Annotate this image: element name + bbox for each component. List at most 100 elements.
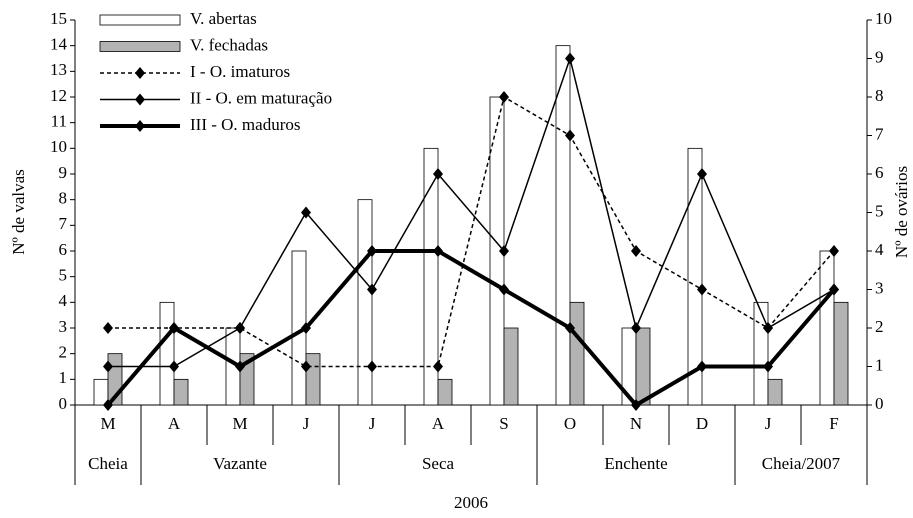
bar [753,301,769,406]
y2-tick-label: 0 [875,394,884,413]
marker [235,322,245,334]
x-tick-label: M [100,414,115,433]
marker [103,360,113,373]
bar [635,327,651,406]
marker [367,283,377,296]
group-label: Cheia/2007 [762,454,841,473]
bar [555,45,571,406]
bar [767,378,783,406]
y2-tick-label: 4 [875,240,884,259]
marker [565,129,575,142]
group-label: Seca [422,454,455,473]
bar [437,378,453,406]
x-tick-label: N [630,414,642,433]
bar [503,327,519,406]
legend-label: V. abertas [190,9,257,28]
bar [569,301,585,406]
group-label: Enchente [604,454,667,473]
marker [433,245,443,257]
x-tick-label: J [765,414,772,433]
marker [499,283,509,296]
marker [301,322,311,334]
marker [829,245,839,257]
bar [93,378,109,406]
y-tick-label: 0 [59,394,68,413]
y-tick-label: 11 [51,112,67,131]
marker [697,168,707,180]
bar [687,147,703,406]
legend-label: V. fechadas [190,35,268,54]
marker [169,322,179,334]
y2-tick-label: 1 [875,355,884,374]
bar [305,353,321,406]
y-tick-label: 10 [50,137,67,156]
y-tick-label: 14 [50,35,68,54]
marker [301,206,311,219]
marker [433,360,443,373]
legend-marker [135,93,145,106]
x-tick-label: J [303,414,310,433]
marker [103,322,113,334]
x-tick-label: A [168,414,181,433]
marker [565,322,575,334]
x-tick-label: M [232,414,247,433]
marker [631,399,641,411]
group-label: Cheia [88,454,128,473]
line [106,249,836,408]
line [108,55,835,368]
legend-label: II - O. em maturação [190,88,332,107]
y2-tick-label: 10 [875,9,892,28]
y-axis-label: Nº de valvas [9,169,28,255]
y2-tick-label: 5 [875,201,884,220]
y2-tick-label: 2 [875,317,884,336]
marker [565,52,575,65]
y-tick-label: 5 [59,266,68,285]
x-tick-label: O [564,414,576,433]
y2-tick-label: 3 [875,278,884,297]
marker [301,360,311,373]
y2-tick-label: 7 [875,124,884,143]
y-tick-label: 13 [50,60,67,79]
y-tick-label: 12 [50,86,67,105]
bar [357,199,373,406]
marker [367,360,377,373]
line [108,95,835,368]
legend-marker [135,120,145,132]
marker [367,245,377,257]
marker [631,322,641,334]
y2-tick-label: 8 [875,86,884,105]
y-tick-label: 7 [59,214,68,233]
x-tick-label: J [369,414,376,433]
x-tick-label: D [696,414,708,433]
bar [833,301,849,406]
y-tick-label: 3 [59,317,68,336]
group-label: Vazante [213,454,267,473]
marker [763,360,773,373]
x-axis-label: 2006 [454,493,488,512]
marker [829,283,839,296]
bar [423,147,439,406]
legend-label: III - O. maduros [190,115,300,134]
y-tick-label: 6 [59,240,68,259]
marker [697,283,707,296]
marker [499,245,509,257]
x-tick-label: F [829,414,838,433]
marker [697,360,707,373]
legend-label: I - O. imaturos [190,62,290,81]
bar [173,378,189,406]
y2-axis-label: Nº de ovários [892,166,911,258]
marker [499,91,509,103]
legend-swatch [99,41,181,52]
y-tick-label: 8 [59,189,68,208]
marker [103,399,113,411]
x-tick-label: A [432,414,445,433]
legend-marker [135,67,145,79]
y2-tick-label: 6 [875,163,884,182]
marker [169,360,179,373]
y-tick-label: 15 [50,9,67,28]
y-tick-label: 9 [59,163,68,182]
marker [235,360,245,373]
marker [631,245,641,257]
